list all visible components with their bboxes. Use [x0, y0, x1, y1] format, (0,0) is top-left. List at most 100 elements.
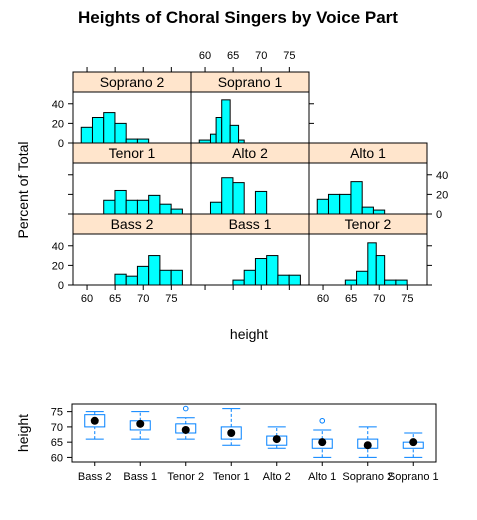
- box-tenor-2: [175, 405, 197, 440]
- histogram-bar: [136, 138, 150, 144]
- strip-label-tenor-1: Tenor 1: [109, 145, 156, 161]
- boxplot-x-tick-label-soprano-1: Soprano 1: [388, 471, 439, 483]
- x-tick-label: 75: [165, 293, 177, 305]
- panel-tenor-1: Tenor 1: [72, 142, 192, 215]
- histogram-bar: [170, 208, 183, 215]
- median-dot-soprano-1: [409, 438, 418, 447]
- y-tick-label: 20: [52, 118, 64, 130]
- boxplot-x-tick-label-alto-1: Alto 1: [308, 471, 336, 483]
- histogram-bar: [114, 189, 127, 215]
- panel-bass-1: Bass 1: [190, 213, 310, 286]
- median-dot-alto-2: [272, 435, 281, 444]
- y-tick-label-right: 40: [436, 170, 448, 182]
- histogram-bar: [114, 273, 127, 286]
- chart-title: Heights of Choral Singers by Voice Part: [78, 8, 398, 27]
- y-tick-label-right: 20: [436, 189, 448, 201]
- boxplot-x-tick-label-bass-2: Bass 2: [78, 471, 112, 483]
- histogram-bar: [159, 269, 172, 286]
- y-tick-label: 40: [52, 99, 64, 111]
- histogram-bar: [288, 274, 301, 286]
- median-dot-tenor-1: [227, 429, 236, 437]
- histogram-bar: [339, 193, 352, 215]
- x-tick-label-top: 65: [227, 50, 239, 62]
- histogram-bar: [91, 117, 105, 144]
- histogram-bar: [136, 199, 150, 215]
- histogram-bar: [103, 199, 116, 215]
- x-tick-label-top: 75: [283, 50, 295, 62]
- median-dot-bass-1: [136, 419, 145, 428]
- histogram-bar: [159, 203, 172, 215]
- strip-label-bass-1: Bass 1: [229, 216, 272, 232]
- box-soprano-1: [402, 432, 424, 458]
- histogram-bar: [229, 124, 240, 144]
- boxplot-x-tick-label-bass-1: Bass 1: [123, 471, 157, 483]
- outlier-alto-1: [319, 417, 326, 424]
- histogram-bar: [148, 255, 161, 286]
- x-tick-label: 65: [109, 293, 121, 305]
- lattice-histograms: Bass 2 Bass 1 Tenor 2 Tenor 1 Alto 2 Alto 1 So…: [52, 50, 449, 305]
- boxplot-y-tick-label: 75: [51, 407, 63, 419]
- panel-background-soprano-1: [191, 92, 309, 143]
- strip-label-alto-1: Alto 1: [350, 145, 386, 161]
- boxplot-y-tick-label: 65: [51, 437, 63, 449]
- box-bass-2: [84, 411, 106, 440]
- boxplot-x-tick-label-tenor-2: Tenor 2: [167, 471, 204, 483]
- histogram-bar: [103, 112, 116, 144]
- median-dot-alto-1: [318, 438, 327, 447]
- histogram-bar: [384, 279, 397, 286]
- boxplot-frame: [71, 403, 437, 463]
- boxplot-y-tick-label: 70: [51, 422, 63, 434]
- histogram-bar: [361, 206, 374, 215]
- lattice-x-axis-label: height: [230, 326, 268, 342]
- panel-frame-soprano-1: [190, 71, 310, 144]
- boxplot-x-tick-label-tenor-1: Tenor 1: [213, 471, 250, 483]
- outlier-tenor-2: [182, 405, 189, 412]
- histogram-bar: [114, 122, 127, 144]
- histogram-bar: [125, 275, 138, 286]
- x-tick-label: 60: [317, 293, 329, 305]
- boxplot-x-tick-label-alto-2: Alto 2: [263, 471, 291, 483]
- box-tenor-1: [220, 408, 242, 446]
- panel-soprano-2: Soprano 2: [72, 71, 192, 144]
- panel-background-alto-2: [191, 163, 309, 214]
- histogram-bar: [243, 269, 256, 286]
- histogram-bar: [232, 182, 245, 215]
- histogram-bar: [136, 265, 150, 286]
- histogram-bar: [316, 198, 329, 215]
- histogram-bar: [209, 133, 217, 144]
- x-tick-label-top: 60: [199, 50, 211, 62]
- histogram-bar: [221, 99, 231, 144]
- median-dot-soprano-2: [363, 441, 372, 450]
- box-iqr-bass-2: [84, 414, 106, 428]
- strip-label-bass-2: Bass 2: [111, 216, 154, 232]
- histogram-bar: [215, 117, 223, 144]
- panel-alto-1: Alto 1: [308, 142, 428, 215]
- histogram-bar: [254, 258, 268, 286]
- histogram-bar: [125, 138, 138, 144]
- histogram-bar: [125, 199, 138, 215]
- histogram-bar: [80, 126, 93, 144]
- boxplot-panel: 60 65 70 75 Bass 2 Bass 1 Tenor 2 Tenor 1 Alto 2…: [51, 403, 439, 483]
- x-tick-label: 60: [81, 293, 93, 305]
- histogram-bar: [344, 279, 358, 286]
- histogram-bar: [356, 270, 369, 286]
- panel-alto-2: Alto 2: [190, 142, 310, 215]
- strip-label-tenor-2: Tenor 2: [345, 216, 392, 232]
- box-iqr-tenor-1: [220, 426, 242, 440]
- median-dot-bass-2: [90, 416, 99, 425]
- x-tick-label-top: 70: [255, 50, 267, 62]
- histogram-bar: [367, 242, 377, 286]
- histogram-bar: [395, 279, 408, 286]
- histogram-bar: [327, 193, 341, 215]
- panel-bass-2: Bass 2: [72, 213, 192, 286]
- boxplot-y-tick-label: 60: [51, 452, 63, 464]
- x-tick-label: 75: [401, 293, 413, 305]
- strip-label-soprano-1: Soprano 1: [218, 74, 283, 90]
- strip-label-alto-2: Alto 2: [232, 145, 268, 161]
- histogram-bar: [148, 194, 161, 215]
- x-tick-label: 70: [373, 293, 385, 305]
- box-soprano-2: [357, 426, 379, 458]
- histogram-bar: [350, 181, 363, 215]
- histogram-bar: [170, 269, 183, 286]
